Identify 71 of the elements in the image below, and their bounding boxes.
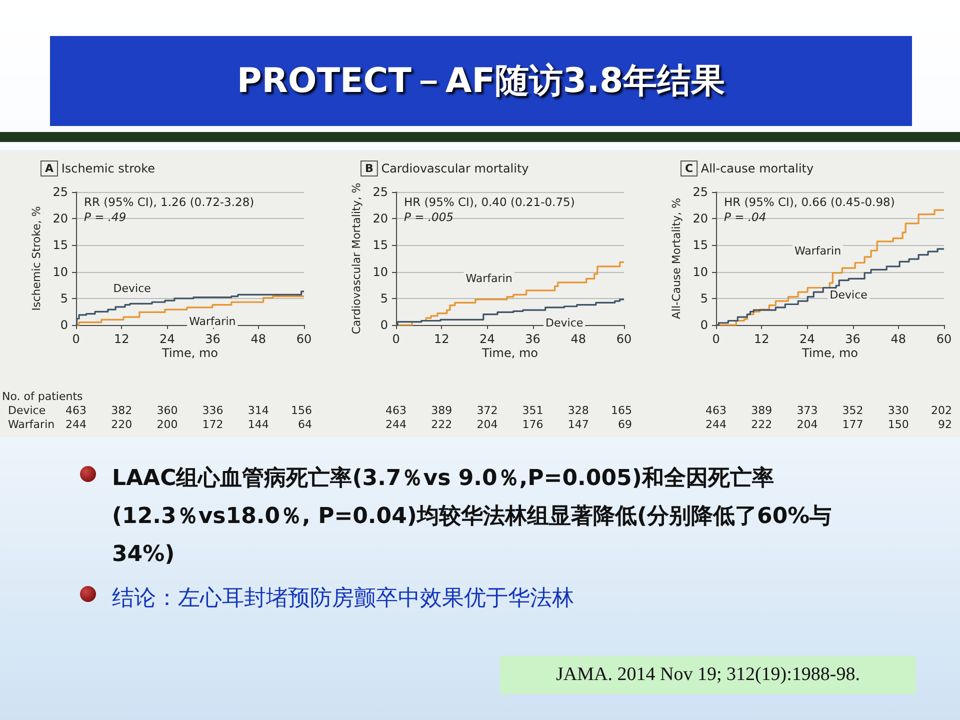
y-tick-label: 20 xyxy=(52,212,68,226)
series-label: Warfarin xyxy=(794,244,842,258)
x-axis-title: Time, mo xyxy=(800,346,858,360)
text: A xyxy=(45,162,54,175)
text: 244 222 204 177 150 92 xyxy=(706,418,952,431)
text: Warfarin 244 220 200 172 144 64 xyxy=(8,418,312,431)
x-tick-label: 0 xyxy=(392,332,400,346)
x-tick-label: 48 xyxy=(890,332,906,346)
x-tick-label: 24 xyxy=(480,332,495,346)
y-axis-title: All-Cause Mortality, % xyxy=(670,198,683,320)
x-tick-label: 24 xyxy=(160,332,175,346)
series-label: Warfarin xyxy=(189,314,236,328)
y-tick-label: 10 xyxy=(372,264,388,279)
text: C xyxy=(685,162,694,175)
x-tick-label: 36 xyxy=(845,332,860,346)
y-tick-label: 15 xyxy=(692,238,708,252)
x-tick-label: 36 xyxy=(525,332,540,346)
series-label: Device xyxy=(113,282,152,296)
x-tick-label: 48 xyxy=(250,332,266,346)
y-tick-label: 20 xyxy=(372,212,388,226)
y-tick-label: 5 xyxy=(60,291,68,306)
y-axis-title: Cardiovascular Mortality, % xyxy=(350,182,363,334)
annotation: P = .49 xyxy=(84,210,126,224)
text: LAAC组心血管病死亡率(3.7％vs 9.0％,P=0.005)和全因死亡率(12.3％vs18.0％, P=0.04)均较华法林组显著降低(分别降低了60%与34%) xyxy=(112,464,833,569)
annotation: P = .04 xyxy=(724,210,766,224)
x-tick-label: 0 xyxy=(72,332,80,346)
text: No. of patients xyxy=(2,390,83,403)
chart-title: Ischemic stroke xyxy=(58,162,156,176)
text: B xyxy=(365,162,374,175)
x-tick-label: 24 xyxy=(800,332,815,346)
x-tick-label: 0 xyxy=(712,332,720,346)
x-tick-label: 48 xyxy=(570,332,586,346)
series-label: Device xyxy=(830,288,868,302)
y-tick-label: 25 xyxy=(692,185,708,199)
series-label: Warfarin xyxy=(466,272,512,285)
y-tick-label: 25 xyxy=(372,185,388,199)
x-tick-label: 12 xyxy=(434,332,450,346)
annotation: HR (95% CI), 0.66 (0.45-0.98) xyxy=(724,195,895,209)
x-tick-label: 60 xyxy=(936,332,952,346)
y-tick-label: 0 xyxy=(700,318,708,332)
x-tick-label: 12 xyxy=(114,332,130,346)
x-axis-title: Time, mo xyxy=(480,346,538,360)
x-axis-title: Time, mo xyxy=(160,346,218,360)
text: 结论：左心耳封堵预防房颤卒中效果优于华法林 xyxy=(112,585,574,613)
y-tick-label: 15 xyxy=(52,238,68,252)
x-tick-label: 12 xyxy=(754,332,770,346)
x-tick-label: 60 xyxy=(616,332,632,346)
y-tick-label: 10 xyxy=(692,264,708,279)
text: PROTECT－AF随访3.8年结果 xyxy=(236,60,726,103)
annotation: P = .005 xyxy=(404,210,454,224)
series-label: Device xyxy=(546,316,584,330)
text: 244 222 204 176 147 69 xyxy=(386,418,632,431)
x-tick-label: 60 xyxy=(296,332,312,346)
chart-title: All-cause mortality xyxy=(697,162,814,176)
y-tick-label: 0 xyxy=(60,318,68,332)
y-tick-label: 25 xyxy=(52,185,68,199)
y-tick-label: 20 xyxy=(692,212,708,226)
y-tick-label: 0 xyxy=(380,318,388,332)
text: JAMA. 2014 Nov 19; 312(19):1988-98. xyxy=(556,664,860,686)
annotation: RR (95% CI), 1.26 (0.72-3.28) xyxy=(84,195,254,209)
y-axis-title: Ischemic Stroke, % xyxy=(30,206,43,311)
text: 463 389 372 351 328 165 xyxy=(386,404,632,417)
y-tick-label: 15 xyxy=(372,238,388,252)
x-tick-label: 36 xyxy=(205,332,220,346)
y-tick-label: 10 xyxy=(52,264,68,279)
chart-title: Cardiovascular mortality xyxy=(377,162,529,176)
text: 463 389 373 352 330 202 xyxy=(706,404,952,417)
y-tick-label: 5 xyxy=(700,291,708,306)
annotation: HR (95% CI), 0.40 (0.21-0.75) xyxy=(404,195,575,209)
y-tick-label: 5 xyxy=(380,291,388,306)
text: Device 463 382 360 336 314 156 xyxy=(8,404,312,417)
